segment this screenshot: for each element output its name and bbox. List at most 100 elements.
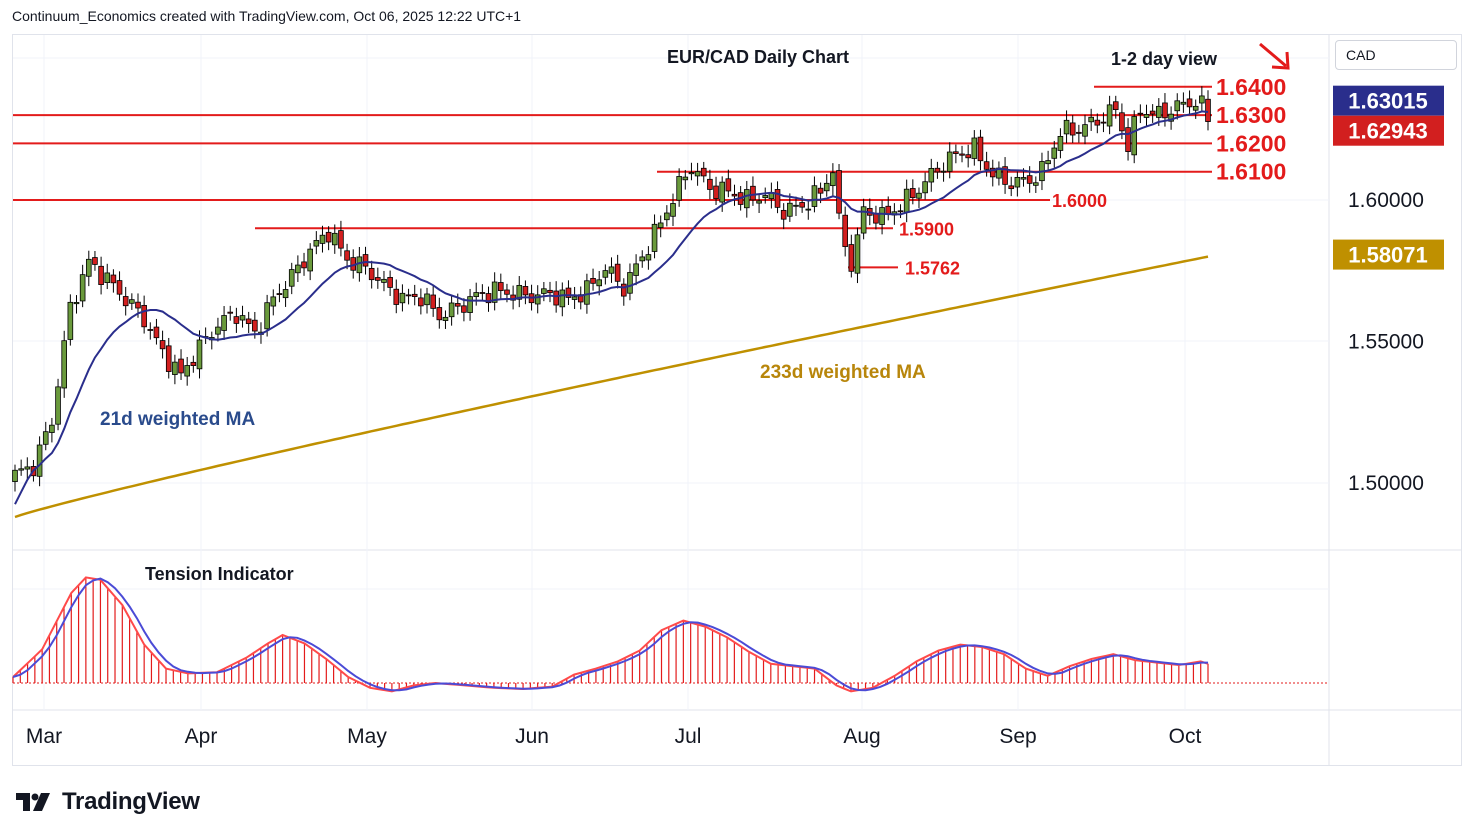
candle-body xyxy=(461,305,467,313)
candle xyxy=(172,354,178,385)
candle-body xyxy=(516,284,523,300)
candle xyxy=(534,285,541,314)
candle-body xyxy=(608,266,615,274)
candle xyxy=(98,256,104,295)
candle xyxy=(682,169,689,190)
candle-body xyxy=(639,256,646,262)
candle-body xyxy=(498,282,504,292)
candle xyxy=(1205,90,1211,131)
candle xyxy=(1026,166,1033,193)
candle-body xyxy=(774,189,781,208)
candle-body xyxy=(313,240,320,247)
candle-body xyxy=(946,151,953,172)
candle-body xyxy=(1045,160,1051,165)
candle-body xyxy=(571,296,578,300)
candle xyxy=(971,130,978,166)
candle xyxy=(104,263,111,290)
candle-body xyxy=(934,167,941,173)
candle-body xyxy=(141,305,147,328)
candle-body xyxy=(547,289,553,294)
candle xyxy=(147,322,154,340)
price-badge-text: 1.63015 xyxy=(1348,89,1428,114)
candle xyxy=(1002,157,1008,194)
candle-body xyxy=(184,365,190,377)
candle xyxy=(516,276,523,308)
candle-body xyxy=(319,234,326,244)
x-axis-tick-label: Mar xyxy=(26,725,62,748)
candle-body xyxy=(522,286,529,296)
candle xyxy=(1069,115,1076,143)
candle xyxy=(411,284,418,306)
candle-body xyxy=(602,270,609,278)
candle xyxy=(614,254,621,289)
candle xyxy=(153,318,160,345)
candle xyxy=(1063,110,1070,144)
candle xyxy=(577,286,584,310)
candle xyxy=(36,436,43,487)
candle xyxy=(381,270,387,292)
candle xyxy=(202,327,209,344)
candle xyxy=(184,356,190,386)
candle xyxy=(165,337,172,379)
candle xyxy=(903,179,910,223)
candle xyxy=(479,284,486,302)
price-badge: 1.63015 xyxy=(1333,85,1444,116)
candle-body xyxy=(375,277,381,281)
candle-body xyxy=(916,192,922,199)
candle-body xyxy=(1131,116,1138,156)
x-axis-tick-label: Apr xyxy=(185,725,218,748)
candle xyxy=(694,162,701,186)
candle-body xyxy=(276,293,283,295)
candle-body xyxy=(584,280,590,305)
candle xyxy=(1100,112,1107,133)
arrow-down-right-icon xyxy=(1259,42,1290,70)
candle xyxy=(1051,140,1058,168)
level-label-1-6200: 1.6200 xyxy=(1216,130,1286,156)
candle-body xyxy=(356,256,363,274)
candle-body xyxy=(559,289,566,308)
candle-body xyxy=(12,469,18,482)
arrow-shaft xyxy=(1259,42,1287,68)
candle-body xyxy=(983,161,990,170)
y-axis-tick-label: 1.50000 xyxy=(1348,472,1424,495)
candle xyxy=(1057,128,1064,159)
candle xyxy=(313,231,320,255)
candle xyxy=(571,286,578,309)
candle-body xyxy=(42,431,49,445)
candle-body xyxy=(780,209,787,220)
tradingview-logo: TradingView xyxy=(14,788,200,816)
candle-body xyxy=(448,302,455,318)
candle-body xyxy=(98,265,104,285)
candle-body xyxy=(233,316,240,324)
candle xyxy=(657,215,664,238)
candle xyxy=(498,273,504,300)
view-note: 1-2 day view xyxy=(1111,49,1218,69)
candle xyxy=(1186,90,1193,116)
candle xyxy=(565,280,572,305)
tradingview-logo-icon xyxy=(16,793,50,811)
candle-body xyxy=(1162,102,1168,119)
candle xyxy=(934,161,941,179)
candle-body xyxy=(541,288,547,294)
candle-body xyxy=(288,269,295,287)
candle-body xyxy=(55,386,61,425)
candle-body xyxy=(504,289,510,295)
candle xyxy=(92,250,98,271)
currency-selector[interactable]: CAD xyxy=(1335,40,1457,70)
candle xyxy=(1082,114,1088,145)
candle-body xyxy=(36,444,43,477)
candle-body xyxy=(885,205,892,215)
candle-body xyxy=(657,222,664,228)
candle-body xyxy=(172,361,178,375)
candle xyxy=(823,174,830,197)
candle-body xyxy=(252,319,258,332)
candle xyxy=(325,226,332,251)
candle xyxy=(1180,92,1187,113)
candle xyxy=(940,162,947,182)
candle xyxy=(879,200,885,235)
candle-body xyxy=(1008,185,1015,190)
candle-body xyxy=(430,294,436,309)
candle-body xyxy=(129,299,135,304)
candle xyxy=(608,257,615,283)
candle xyxy=(18,459,24,476)
